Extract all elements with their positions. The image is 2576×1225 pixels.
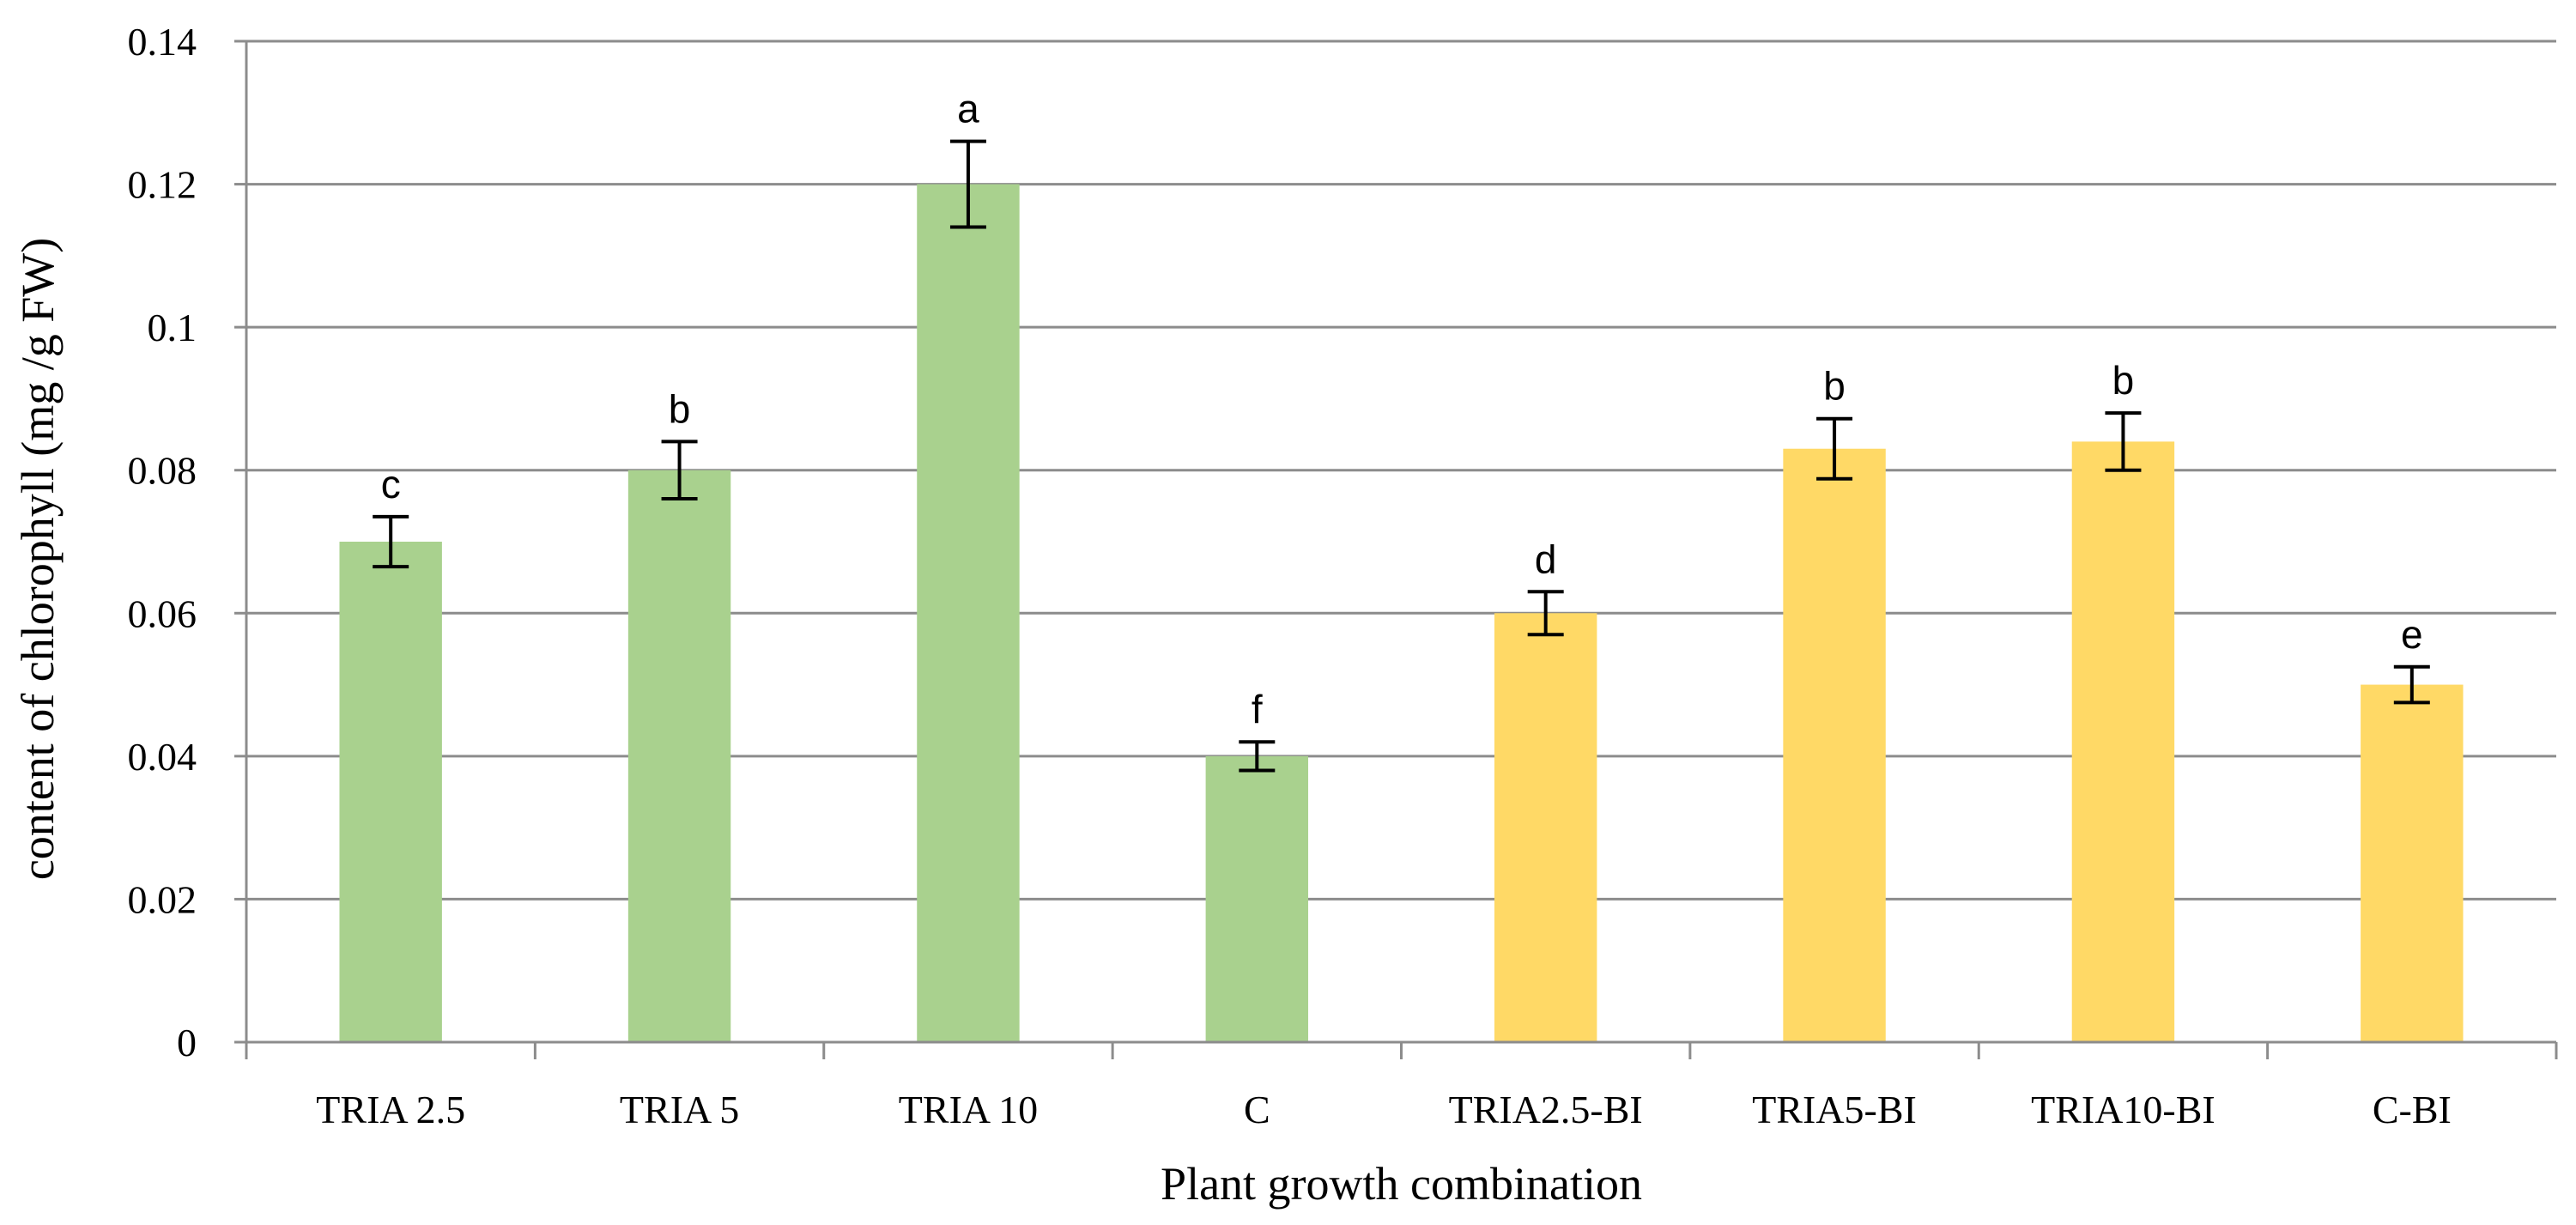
y-tick-label: 0.12 bbox=[128, 163, 197, 207]
x-tick-label: TRIA5-BI bbox=[1752, 1088, 1917, 1131]
bar bbox=[339, 542, 442, 1042]
gridlines bbox=[246, 39, 2556, 901]
y-tick-label: 0.14 bbox=[128, 20, 197, 64]
y-axis-title: content of chlorophyll (mg /g FW) bbox=[12, 238, 64, 880]
x-tick-label: TRIA2.5-BI bbox=[1449, 1088, 1643, 1131]
bar bbox=[1783, 448, 1886, 1042]
y-tick-label: 0.06 bbox=[128, 591, 197, 635]
bar bbox=[1205, 755, 1309, 1042]
significance-label: d bbox=[1535, 537, 1557, 581]
y-tick-label: 0 bbox=[177, 1021, 197, 1064]
x-tick-label: TRIA 5 bbox=[620, 1088, 739, 1131]
x-tick-label: TRIA 2.5 bbox=[316, 1088, 465, 1131]
bar bbox=[917, 184, 1020, 1043]
bars bbox=[339, 139, 2464, 1043]
significance-label: a bbox=[957, 87, 979, 131]
bar bbox=[2361, 684, 2464, 1042]
y-tick-label: 0.08 bbox=[128, 449, 197, 493]
bar bbox=[627, 470, 731, 1042]
bar bbox=[2071, 441, 2175, 1042]
x-tick-label: C-BI bbox=[2373, 1088, 2452, 1131]
labels: 0 0.02 0.04 0.06 0.08 0.1 0.12 0.14 c TRIA 2.5 b TR… bbox=[128, 20, 2452, 1131]
significance-label: c bbox=[381, 462, 401, 506]
significance-label: f bbox=[1252, 687, 1263, 731]
y-tick-label: 0.1 bbox=[148, 306, 197, 349]
significance-label: b bbox=[2112, 358, 2135, 403]
axes bbox=[234, 39, 2558, 1059]
x-tick-label: TRIA10-BI bbox=[2031, 1088, 2215, 1131]
x-axis-title: Plant growth combination bbox=[1161, 1158, 1642, 1210]
y-tick-label: 0.02 bbox=[128, 877, 197, 921]
bar bbox=[1494, 613, 1597, 1042]
y-tick-label: 0.04 bbox=[128, 735, 197, 779]
x-tick-label: C bbox=[1244, 1088, 1270, 1131]
significance-label: b bbox=[669, 386, 691, 431]
x-tick-label: TRIA 10 bbox=[899, 1088, 1038, 1131]
significance-label: b bbox=[1823, 364, 1846, 409]
significance-label: e bbox=[2401, 612, 2423, 657]
